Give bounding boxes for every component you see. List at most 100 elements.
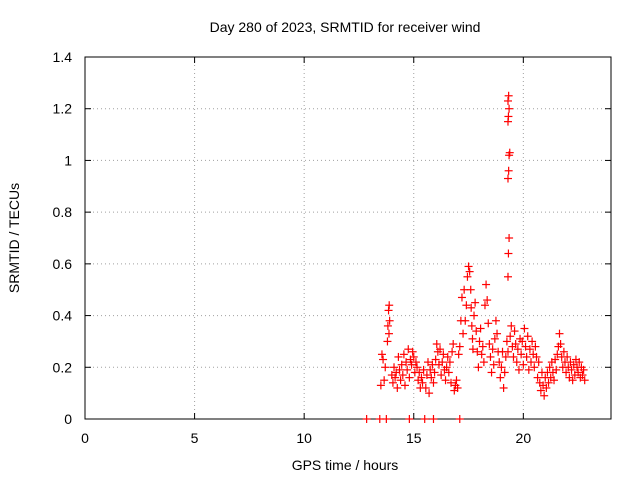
points-layer: [362, 91, 589, 423]
data-point: [470, 311, 479, 320]
data-point: [580, 376, 589, 385]
data-point: [385, 301, 394, 310]
tick-layer: 0 5 10 15 20 0 0.2 0.4 0.6 0.8 1 1.2 1.4: [53, 49, 611, 446]
data-point: [453, 383, 462, 392]
data-point: [452, 376, 461, 385]
data-point: [441, 376, 450, 385]
data-point: [393, 383, 402, 392]
data-point: [467, 303, 476, 312]
data-point: [500, 368, 509, 377]
data-point: [504, 91, 513, 100]
data-point: [575, 358, 584, 367]
data-point: [556, 340, 565, 349]
data-point: [540, 391, 549, 400]
data-point: [405, 415, 414, 423]
grid-layer: [85, 57, 611, 419]
data-point: [429, 415, 438, 423]
data-point: [521, 342, 530, 351]
data-point: [483, 296, 492, 305]
data-point: [511, 340, 520, 349]
y-tick-label: 0.2: [53, 359, 73, 375]
data-point: [551, 355, 560, 364]
data-point: [520, 324, 529, 333]
data-point: [509, 352, 518, 361]
data-point: [388, 378, 397, 387]
data-point: [429, 378, 438, 387]
data-point: [504, 112, 513, 121]
data-point: [426, 365, 435, 374]
plot-frame: [84, 56, 612, 420]
data-point: [488, 345, 497, 354]
data-point: [534, 358, 543, 367]
data-point: [491, 316, 500, 325]
data-point: [444, 368, 453, 377]
data-point: [418, 378, 427, 387]
data-point: [485, 340, 494, 349]
data-point: [379, 355, 388, 364]
data-point: [413, 363, 422, 372]
data-point: [497, 363, 506, 372]
data-point: [493, 329, 502, 338]
data-point: [479, 358, 488, 367]
data-point: [542, 383, 551, 392]
x-tick-label: 0: [81, 430, 89, 446]
data-point: [567, 365, 576, 374]
data-point: [505, 234, 514, 242]
data-point: [468, 334, 477, 343]
data-point: [447, 378, 456, 387]
data-point: [380, 376, 389, 385]
y-tick-label: 1.4: [53, 49, 73, 65]
data-point: [438, 358, 447, 367]
data-point: [455, 342, 464, 351]
data-point: [459, 329, 468, 338]
data-point: [362, 415, 371, 423]
y-tick-label: 0.8: [53, 204, 73, 220]
data-point: [398, 371, 407, 380]
data-point: [525, 345, 534, 354]
data-point: [461, 316, 470, 325]
data-point: [482, 280, 491, 289]
data-point: [432, 340, 441, 349]
data-point: [489, 360, 498, 369]
data-point: [455, 415, 464, 423]
data-point: [407, 360, 416, 369]
data-point: [390, 363, 399, 372]
data-point: [563, 352, 572, 361]
data-point: [487, 368, 496, 377]
data-point: [507, 321, 516, 330]
data-point: [514, 365, 523, 374]
data-point: [384, 329, 393, 338]
data-point: [467, 321, 476, 330]
data-point: [405, 373, 414, 382]
data-point: [443, 352, 452, 361]
data-point: [555, 329, 564, 338]
data-point: [442, 363, 451, 372]
data-point: [404, 345, 413, 354]
y-axis-title: SRMTID / TECUs: [6, 183, 22, 293]
data-point: [527, 358, 536, 367]
data-point: [395, 365, 404, 374]
data-point: [377, 350, 386, 359]
data-point: [385, 316, 394, 325]
data-point: [415, 368, 424, 377]
data-point: [504, 249, 513, 258]
data-point: [427, 373, 436, 382]
data-point: [499, 383, 508, 392]
data-point: [422, 371, 431, 380]
y-tick-label: 0.4: [53, 308, 73, 324]
data-point: [544, 378, 553, 387]
data-point: [559, 347, 568, 356]
y-tick-label: 1.2: [53, 101, 73, 117]
data-point: [449, 340, 458, 349]
data-point: [550, 376, 559, 385]
data-point: [552, 365, 561, 374]
data-point: [477, 350, 486, 359]
data-point: [464, 262, 473, 271]
data-point: [505, 104, 514, 113]
data-point: [501, 352, 510, 361]
data-point: [495, 358, 504, 367]
y-tick-label: 1: [64, 152, 72, 168]
data-point: [423, 358, 432, 367]
data-point: [475, 337, 484, 346]
data-point: [462, 301, 471, 310]
